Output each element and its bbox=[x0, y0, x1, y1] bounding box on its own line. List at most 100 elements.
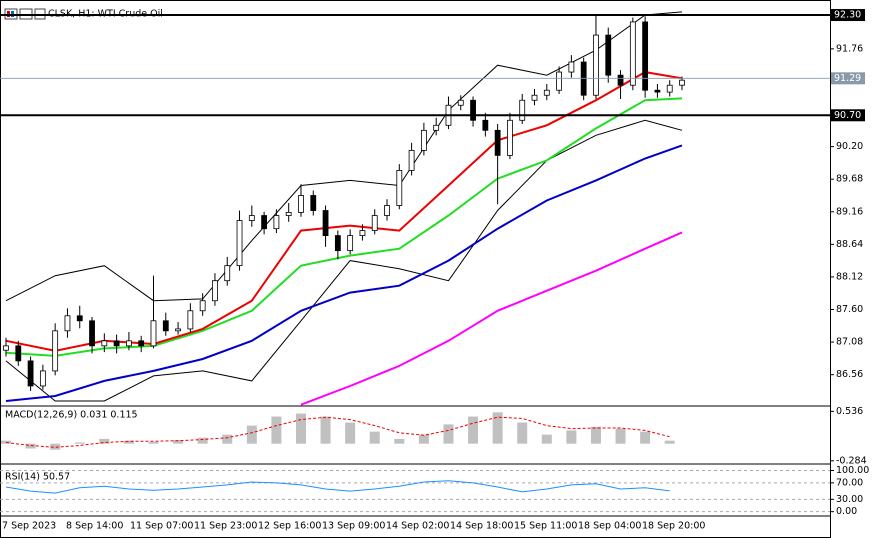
macd-bar bbox=[566, 430, 577, 444]
x-tick-label: 15 Sep 11:00 bbox=[514, 521, 577, 532]
candle-body bbox=[101, 340, 108, 347]
macd-bar bbox=[25, 443, 36, 449]
macd-bar bbox=[664, 440, 675, 444]
chart-title: CLSK, H1: WTI Crude Oil bbox=[48, 9, 163, 20]
candle-body bbox=[433, 124, 440, 131]
current-price-box bbox=[831, 72, 865, 85]
macd-bar bbox=[615, 428, 626, 444]
candle-body bbox=[162, 320, 169, 332]
macd-bar bbox=[443, 424, 454, 444]
y-tick-label: 30.00 bbox=[836, 494, 863, 505]
candle-body bbox=[347, 235, 354, 252]
macd-bar bbox=[517, 422, 528, 444]
candle-body bbox=[605, 34, 612, 76]
macd-bar bbox=[148, 441, 159, 444]
candle-body bbox=[224, 265, 231, 282]
x-tick-label: 8 Sep 14:00 bbox=[66, 521, 123, 532]
rsi-title: RSI(14) 50.57 bbox=[5, 472, 70, 483]
macd-bar bbox=[468, 416, 479, 444]
x-tick-label: 14 Sep 18:00 bbox=[450, 521, 513, 532]
candle-body bbox=[52, 330, 59, 372]
macd-bar bbox=[369, 431, 380, 444]
candle-body bbox=[654, 89, 661, 93]
macd-bar bbox=[123, 440, 134, 444]
candle-body bbox=[298, 195, 304, 213]
level-label-box bbox=[831, 109, 865, 122]
level-label: 90.70 bbox=[834, 110, 861, 121]
macd-bar bbox=[246, 425, 257, 444]
macd-bar bbox=[74, 442, 85, 444]
x-tick-label: 11 Sep 07:00 bbox=[130, 521, 193, 532]
macd-bar bbox=[1, 440, 11, 444]
level-label: 92.30 bbox=[834, 10, 861, 21]
macd-bar bbox=[173, 440, 184, 444]
candle-body bbox=[322, 210, 329, 236]
y-tick-label: 0.00 bbox=[836, 506, 857, 517]
candle-body bbox=[359, 230, 366, 236]
candle-body bbox=[568, 61, 575, 73]
app-icon bbox=[4, 8, 46, 20]
candle-body bbox=[507, 119, 513, 156]
candle-body bbox=[470, 99, 476, 121]
candle-body bbox=[593, 34, 599, 96]
macd-bar bbox=[99, 438, 110, 444]
candle-body bbox=[494, 129, 501, 156]
macd-bar bbox=[197, 437, 208, 444]
indicator-line bbox=[5, 11, 683, 302]
indicator-line bbox=[5, 97, 683, 357]
x-tick-label: 18 Sep 20:00 bbox=[642, 521, 705, 532]
macd-bar bbox=[345, 422, 356, 444]
candle-body bbox=[150, 320, 157, 347]
frame bbox=[0, 0, 831, 538]
macd-bar bbox=[590, 426, 601, 444]
macd-bar bbox=[418, 434, 429, 444]
y-tick-label: 70.00 bbox=[836, 477, 863, 488]
candle-body bbox=[629, 21, 636, 86]
y-tick-label: 90.20 bbox=[836, 141, 863, 152]
candle-body bbox=[64, 315, 71, 332]
macd-title: MACD(12,26,9) 0.031 0.115 bbox=[5, 410, 138, 421]
candle-body bbox=[556, 71, 562, 91]
signal-line bbox=[5, 416, 670, 448]
candle-body bbox=[642, 21, 649, 91]
x-tick-label: 7 Sep 2023 bbox=[2, 521, 56, 532]
macd-bar bbox=[541, 434, 552, 444]
candle-body bbox=[126, 340, 132, 347]
y-tick-label: 89.68 bbox=[836, 174, 863, 185]
candle-body bbox=[396, 170, 403, 206]
x-tick-label: 18 Sep 04:00 bbox=[578, 521, 641, 532]
candle-body bbox=[212, 280, 218, 302]
macd-bar bbox=[222, 434, 233, 444]
x-tick-label: 14 Sep 02:00 bbox=[386, 521, 449, 532]
rsi-line bbox=[5, 480, 670, 494]
candle-body bbox=[371, 215, 378, 231]
x-tick-label: 13 Sep 09:00 bbox=[322, 521, 385, 532]
candle-body bbox=[679, 79, 685, 86]
candle-body bbox=[617, 74, 624, 86]
candle-body bbox=[39, 370, 46, 387]
macd-bar bbox=[492, 412, 503, 444]
indicator-line bbox=[5, 119, 683, 402]
candle-body bbox=[187, 310, 194, 330]
candle-body bbox=[89, 320, 95, 347]
level-label-box bbox=[831, 9, 865, 22]
candle-body bbox=[273, 215, 280, 230]
y-tick-label: -0.284 bbox=[836, 455, 867, 466]
y-tick-label: 91.76 bbox=[836, 43, 863, 54]
candle-body bbox=[76, 315, 83, 322]
y-tick-label: 86.56 bbox=[836, 369, 863, 380]
candle-body bbox=[543, 89, 550, 96]
y-tick-label: 88.12 bbox=[836, 271, 863, 282]
candle-body bbox=[457, 99, 464, 106]
candle-body bbox=[3, 345, 9, 351]
macd-bar bbox=[640, 431, 651, 444]
macd-bar bbox=[295, 413, 306, 444]
y-tick-label: 88.64 bbox=[836, 239, 863, 250]
candle-body bbox=[420, 129, 427, 151]
x-tick-label: 12 Sep 16:00 bbox=[258, 521, 321, 532]
macd-bar bbox=[271, 416, 282, 444]
candle-body bbox=[334, 235, 341, 252]
candle-body bbox=[175, 328, 181, 332]
